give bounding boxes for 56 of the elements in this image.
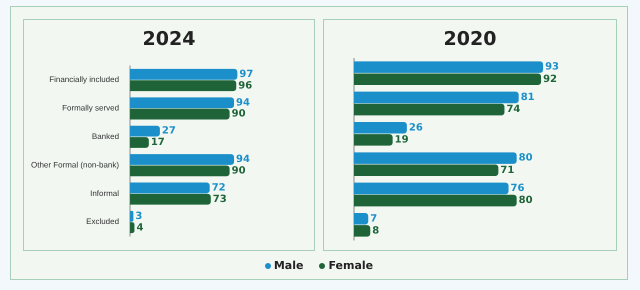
y-tick-label: Other Formal (non-bank): [31, 160, 120, 170]
bar: [354, 152, 517, 164]
legend-label: Female: [327, 259, 374, 272]
bar: [354, 92, 519, 104]
data-label: 81: [520, 92, 535, 104]
data-label: 3: [135, 210, 142, 222]
bar: [354, 194, 517, 206]
data-label: 80: [518, 195, 533, 206]
y-tick-label: Informal: [90, 188, 120, 198]
data-label: 17: [150, 137, 165, 148]
data-label: 90: [232, 108, 246, 120]
bar: [354, 164, 498, 176]
data-label: 19: [394, 134, 409, 146]
data-label: 76: [510, 183, 524, 194]
bar: [130, 154, 234, 165]
bar: [354, 213, 368, 225]
data-label: 74: [506, 104, 520, 116]
data-label: 94: [236, 97, 250, 108]
chart-title: 2020: [442, 28, 498, 50]
data-label: 4: [136, 222, 144, 234]
bar: [354, 225, 370, 237]
data-label: 26: [408, 122, 423, 134]
bar: [130, 97, 234, 108]
data-label: 8: [372, 225, 380, 236]
bar: [354, 104, 504, 116]
bar: [354, 182, 509, 194]
data-label: 94: [236, 154, 250, 166]
bar: [130, 126, 160, 137]
data-label: 92: [543, 74, 558, 85]
data-label: 72: [212, 182, 226, 194]
data-label: 97: [239, 68, 254, 80]
y-tick-label: Formally served: [62, 104, 120, 113]
bar: [130, 137, 149, 148]
bar: [354, 122, 407, 134]
bar: [354, 73, 542, 85]
bar: [130, 80, 236, 92]
data-label: 27: [162, 126, 176, 137]
bar: [130, 182, 210, 194]
data-label: 80: [518, 152, 533, 164]
y-tick-label: Financially included: [49, 75, 120, 84]
legend-label: Male: [272, 259, 304, 272]
bar: [354, 134, 393, 146]
data-label: 7: [370, 213, 378, 224]
data-label: 73: [212, 194, 227, 205]
chart-title: 2024: [142, 28, 196, 50]
bar: [130, 165, 230, 176]
bar: [130, 108, 230, 120]
data-label: 93: [545, 62, 560, 73]
bar: [130, 68, 238, 80]
data-label: 96: [238, 80, 252, 92]
bar: [354, 61, 544, 73]
data-label: 71: [500, 164, 514, 176]
y-tick-label: Excluded: [86, 217, 120, 226]
bar: [130, 194, 211, 205]
y-tick-label: Banked: [92, 132, 120, 142]
data-label: 90: [232, 165, 246, 176]
